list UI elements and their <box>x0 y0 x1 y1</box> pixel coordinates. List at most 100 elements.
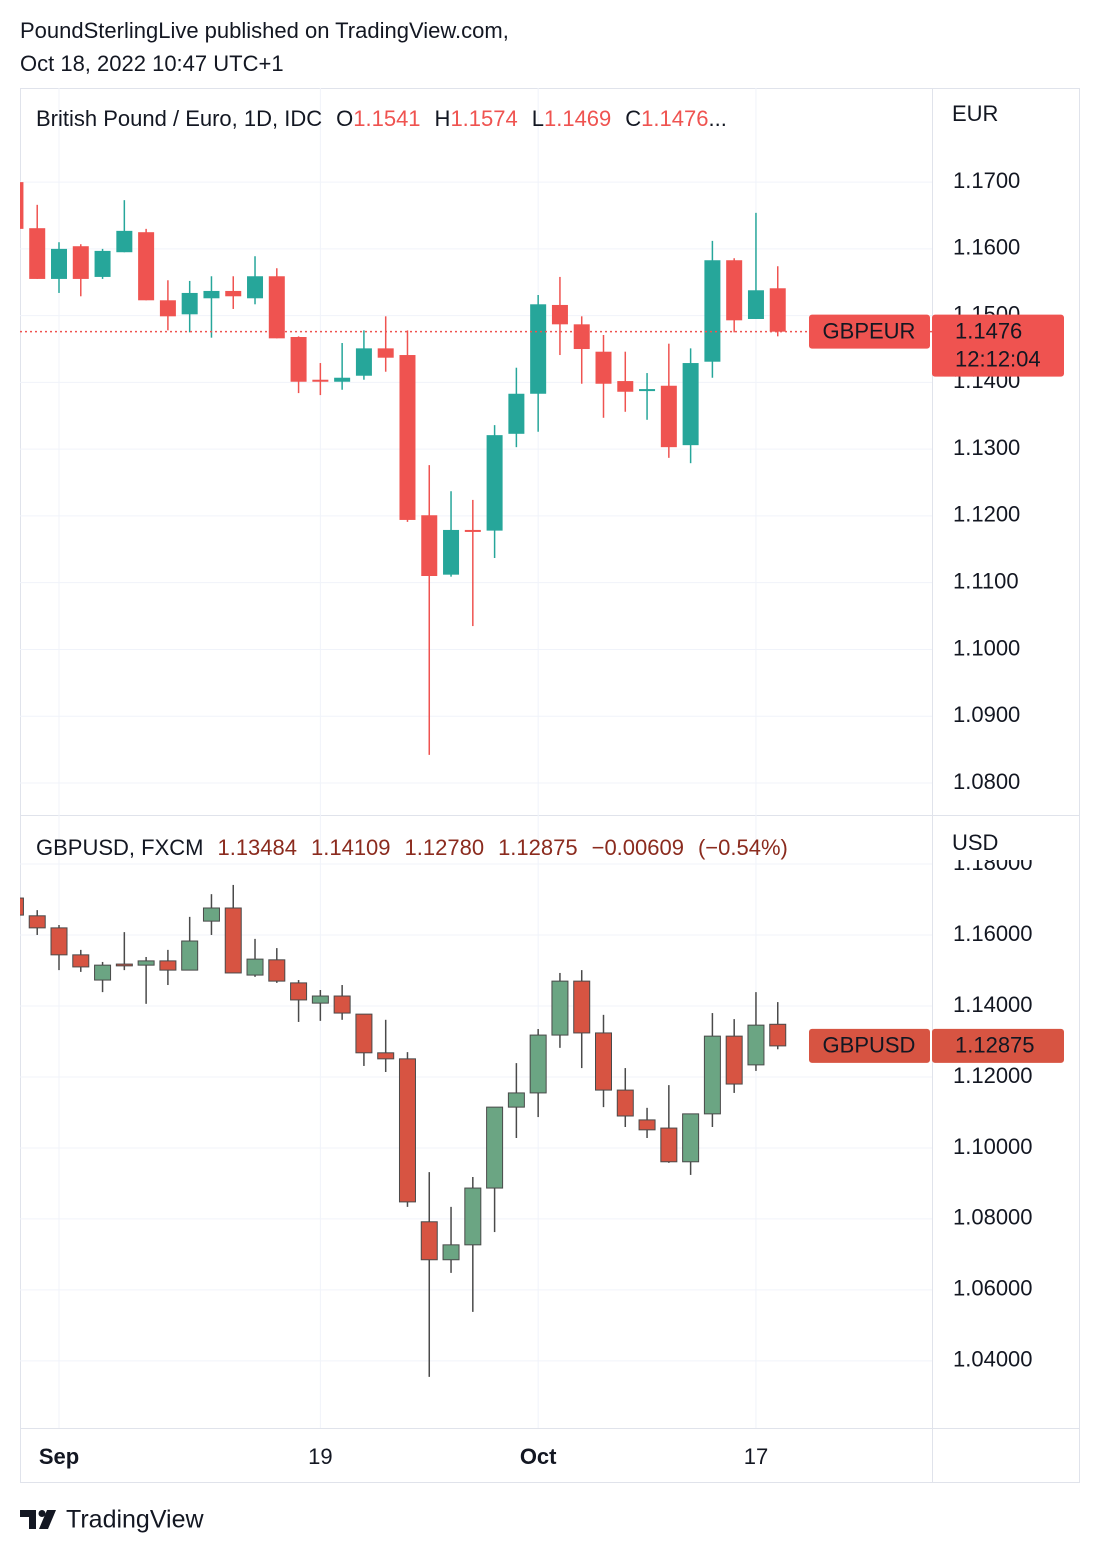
candle-body-up <box>747 290 764 319</box>
y-tick-label: 1.04000 <box>953 1347 1033 1372</box>
legend-value: (−0.54%) <box>698 835 788 860</box>
candle-body-up <box>137 960 155 966</box>
y-tick-label: 1.1200 <box>953 502 1020 527</box>
y-tick-label: 1.08000 <box>953 1205 1033 1230</box>
logo-mark <box>38 1510 46 1517</box>
axis-header-bg <box>933 816 1079 860</box>
legend-title: British Pound / Euro, 1D, IDC <box>36 106 322 131</box>
candle-body-down <box>115 963 133 967</box>
candle-body-down <box>638 1119 656 1131</box>
chart-frame <box>20 88 1080 1483</box>
candle-body-down <box>573 980 591 1034</box>
legend-title: GBPUSD, FXCM <box>36 835 203 860</box>
candle-body-up <box>443 529 460 575</box>
y-tick-label: 1.0800 <box>953 769 1020 794</box>
date-line: Oct 18, 2022 10:47 UTC+1 <box>20 51 284 76</box>
candle-body-up <box>202 907 220 922</box>
candle-body-up <box>94 250 111 277</box>
candle-body-down <box>769 288 786 332</box>
x-tick-label: Oct <box>520 1444 557 1469</box>
x-tick-label: Sep <box>39 1444 79 1469</box>
y-tick-label: 1.16000 <box>953 921 1033 946</box>
legend-value: 1.1469 <box>544 106 611 131</box>
legend-value: −0.00609 <box>592 835 684 860</box>
candle-body-down <box>355 1013 373 1054</box>
legend: GBPUSD, FXCM 1.13484 1.14109 1.12780 1.12875… <box>36 835 788 860</box>
legend-value: 1.12875 <box>498 835 578 860</box>
currency-label: EUR <box>952 101 998 126</box>
y-tick-label: 1.06000 <box>953 1276 1033 1301</box>
candle-body-up <box>246 958 264 976</box>
candle-body-down <box>660 385 677 448</box>
candle-body-up <box>51 248 67 279</box>
symbol-label-bg <box>809 314 930 349</box>
symbol-label: GBPEUR <box>823 318 916 343</box>
candle-body-down <box>20 897 24 916</box>
candle-body-up <box>334 377 351 382</box>
y-tick-label: 1.1700 <box>953 168 1020 193</box>
legend-value: 1.1541 <box>353 106 420 131</box>
candle-body-down <box>29 228 46 279</box>
candle-body-down <box>616 1089 634 1117</box>
y-tick-label: 1.1600 <box>953 235 1020 260</box>
candle-body-up <box>94 964 112 981</box>
candle-body-down <box>290 337 307 382</box>
candle-body-up <box>508 393 525 434</box>
y-tick-label: 1.0900 <box>953 702 1020 727</box>
tradingview-logo <box>20 1510 56 1529</box>
candle-body-down <box>725 1035 743 1085</box>
last-price-label: 1.1476 <box>955 318 1022 343</box>
overlay: Sep 19 Oct 17 1.0800 1.0900 1.1000 1.1100 1.1200… <box>36 89 1079 1469</box>
legend: British Pound / Euro, 1D, IDC O1.1541 H1.1… <box>36 106 727 131</box>
candle-body-down <box>573 324 590 350</box>
countdown: 12:12:04 <box>955 346 1041 371</box>
candle-body-down <box>464 529 481 532</box>
candle-body-down <box>138 232 155 301</box>
candle-body-up <box>530 304 547 394</box>
candle-body-up <box>682 1113 700 1163</box>
candle-body-up <box>203 290 220 299</box>
candle-body-up <box>181 940 199 971</box>
candle-body-up <box>486 1106 504 1189</box>
symbol-label: GBPUSD <box>823 1033 916 1058</box>
legend-key: O <box>336 106 353 131</box>
candle-body-up <box>181 292 198 315</box>
candle-body-down <box>726 260 743 321</box>
legend-value: 1.1574 <box>450 106 517 131</box>
y-tick-label: 1.12000 <box>953 1063 1033 1088</box>
publisher-line: PoundSterlingLive published on TradingVi… <box>20 18 509 43</box>
candle-body-down <box>159 300 176 317</box>
y-tick-label: 1.1100 <box>953 568 1019 593</box>
candle-body-up <box>703 1035 721 1115</box>
legend-value: 1.1476 <box>641 106 708 131</box>
candle-body-down <box>551 304 568 325</box>
candle-body-down <box>377 348 394 358</box>
candle-body-up <box>682 363 699 446</box>
legend-value: 1.12780 <box>405 835 485 860</box>
candle-body-down <box>50 927 68 956</box>
y-tick-label: 1.14000 <box>953 992 1033 1017</box>
candle-body-up <box>486 435 503 531</box>
candle-body-down <box>595 1032 612 1091</box>
candle-body-down <box>268 959 286 982</box>
y-tick-label: 1.10000 <box>953 1134 1033 1159</box>
logo-mark <box>39 1510 56 1529</box>
candle-body-up <box>639 389 656 392</box>
candle-body-up <box>704 260 721 362</box>
candle-body-down <box>399 355 416 520</box>
candle-body-down <box>72 954 90 968</box>
legend-value: 1.14109 <box>311 835 391 860</box>
candle-body-down <box>290 982 308 1001</box>
candle-body-up <box>464 1187 482 1246</box>
candle-body-up <box>311 995 329 1004</box>
candle-body-down <box>660 1127 678 1163</box>
candle-body-up <box>442 1244 460 1261</box>
symbol-label-bg <box>809 1028 930 1063</box>
pane-gbpusd <box>20 884 787 1377</box>
brand: TradingView <box>66 1506 205 1534</box>
legend-overflow: ... <box>708 106 726 131</box>
candle-body-down <box>420 1221 438 1261</box>
candle-body-down <box>421 515 438 577</box>
axis-header-bg <box>933 89 1079 133</box>
